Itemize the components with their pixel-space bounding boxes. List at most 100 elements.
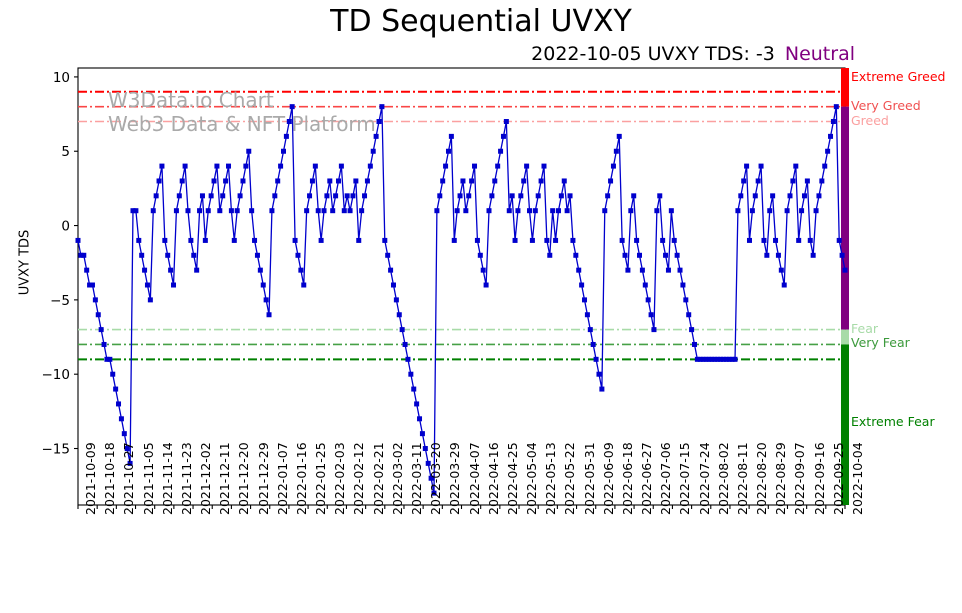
data-point [602,208,608,214]
data-point [460,178,466,184]
data-point [793,163,799,169]
data-point [749,208,755,214]
plot-frame [77,67,846,506]
data-point [405,356,411,362]
data-point [784,208,790,214]
data-point [755,178,761,184]
data-point [555,208,561,214]
data-point [243,163,249,169]
data-point [269,208,275,214]
x-tick-label: 2022-01-16 [293,442,309,515]
data-point [515,208,521,214]
data-point [500,133,506,139]
x-tick-label: 2022-01-07 [274,442,290,515]
data-point [639,267,645,273]
data-point [744,163,750,169]
x-tick-label: 2021-10-09 [83,442,98,515]
data-point [260,282,266,288]
data-point [553,237,559,243]
data-point [781,282,787,288]
data-point [527,208,533,214]
data-point [275,178,281,184]
data-point [729,356,735,362]
data-point [634,237,640,243]
data-point [127,460,133,466]
data-point [538,178,544,184]
data-point [489,193,495,199]
data-point [171,282,177,288]
y-tick-label: −5 [50,293,70,309]
data-point [81,252,87,258]
x-tick-label: 2022-05-04 [524,442,540,515]
data-point [98,327,104,333]
band-label-extreme-fear: Extreme Fear [851,413,935,429]
data-point [833,104,839,110]
data-point [362,193,368,199]
data-point [194,267,200,273]
x-tick-label: 2022-02-03 [332,442,348,515]
data-point [541,163,547,169]
data-point [304,208,310,214]
data-point [399,327,405,333]
data-point [333,193,339,199]
data-point [367,163,373,169]
x-tick-label: 2021-12-11 [217,442,233,515]
data-point [257,267,263,273]
data-point [590,341,596,347]
data-point [637,252,642,258]
data-point [738,193,744,199]
data-point [142,267,148,273]
data-point [87,282,93,288]
band-label-fear: Fear [851,320,878,336]
band-label-very-greed: Very Greed [851,97,921,113]
data-point [388,267,394,273]
x-tick-label: 2022-01-25 [313,442,329,515]
data-point [402,341,408,347]
data-point [706,356,712,362]
data-point [139,252,145,258]
data-point [564,208,570,214]
data-point [237,193,243,199]
data-point [509,193,515,199]
x-tick-label: 2021-11-23 [178,442,194,515]
x-tick-label: 2022-04-16 [485,442,501,515]
data-point [836,237,842,243]
data-point [778,267,784,273]
fear-bar [841,329,849,345]
data-point [758,163,764,169]
data-point [697,356,703,362]
data-point [709,356,715,362]
x-tick-label: 2022-06-27 [639,442,655,515]
data-point [503,119,509,125]
data-point [498,148,504,154]
data-point [286,119,292,125]
data-point [605,193,611,199]
data-point [506,208,512,214]
data-point [312,163,318,169]
data-point [648,312,654,318]
data-point [330,208,336,214]
data-point [324,193,330,199]
data-point [321,208,327,214]
data-point [445,148,451,154]
data-point [561,178,567,184]
x-tick-label: 2021-12-29 [255,442,271,515]
data-point [353,178,359,184]
data-point [839,252,845,258]
x-tick-label: 2022-07-06 [658,442,674,515]
data-point [616,133,622,139]
data-point [153,193,159,199]
data-point [382,237,388,243]
data-point [761,237,767,243]
x-tick-label: 2022-07-15 [677,442,693,515]
data-point [469,178,475,184]
data-point [521,178,527,184]
data-point [657,193,663,199]
band-label-very-fear: Very Fear [851,335,910,351]
data-point [315,208,321,214]
data-point [813,208,819,214]
data-point [631,193,637,199]
data-point [825,148,831,154]
x-axis-tick-labels: 2021-10-09 2021-10-18 2021-10-27 2021-11-05… [0,442,962,613]
